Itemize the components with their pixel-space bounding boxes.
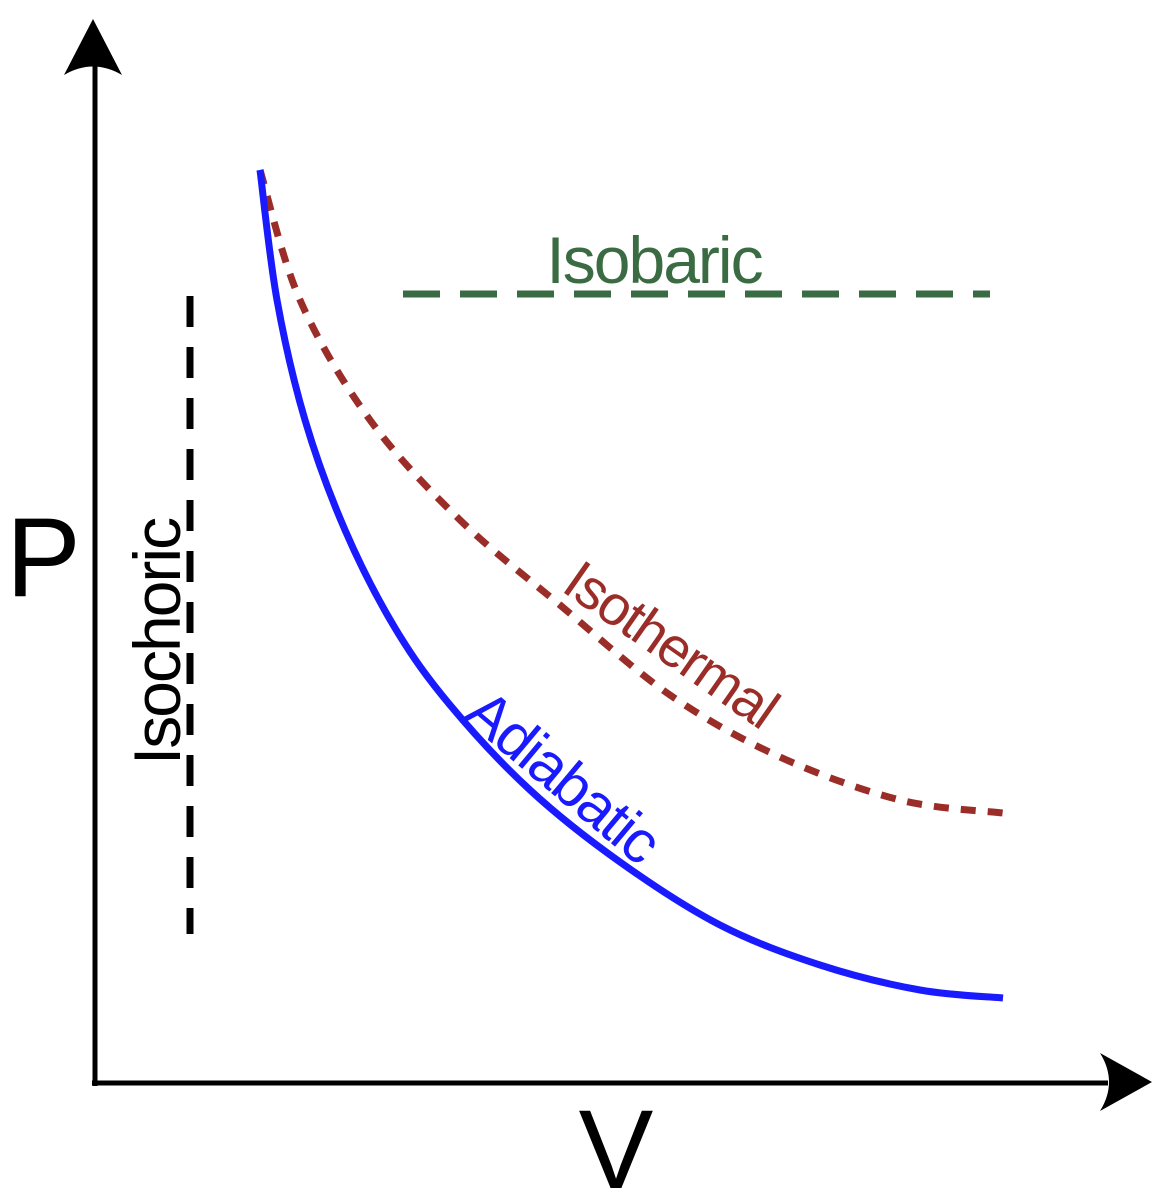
adiabatic-label: Adiabatic — [453, 677, 673, 877]
isobaric-label: Isobaric — [546, 223, 762, 297]
isothermal-label: Isothermal — [553, 548, 790, 740]
process-labels: Isobaric Isochoric Isothermal Adiabatic — [120, 223, 789, 877]
process-curves — [186, 168, 1004, 1002]
adiabatic-curve — [256, 169, 1004, 1002]
x-axis-arrowhead-icon — [1100, 1053, 1152, 1111]
y-axis-label: P — [6, 495, 81, 620]
y-axis-arrowhead-icon — [64, 19, 122, 75]
x-axis-label: V — [579, 1087, 654, 1200]
axes: P V — [6, 19, 1152, 1200]
isothermal-curve — [256, 168, 1004, 817]
isochoric-label: Isochoric — [120, 518, 194, 765]
